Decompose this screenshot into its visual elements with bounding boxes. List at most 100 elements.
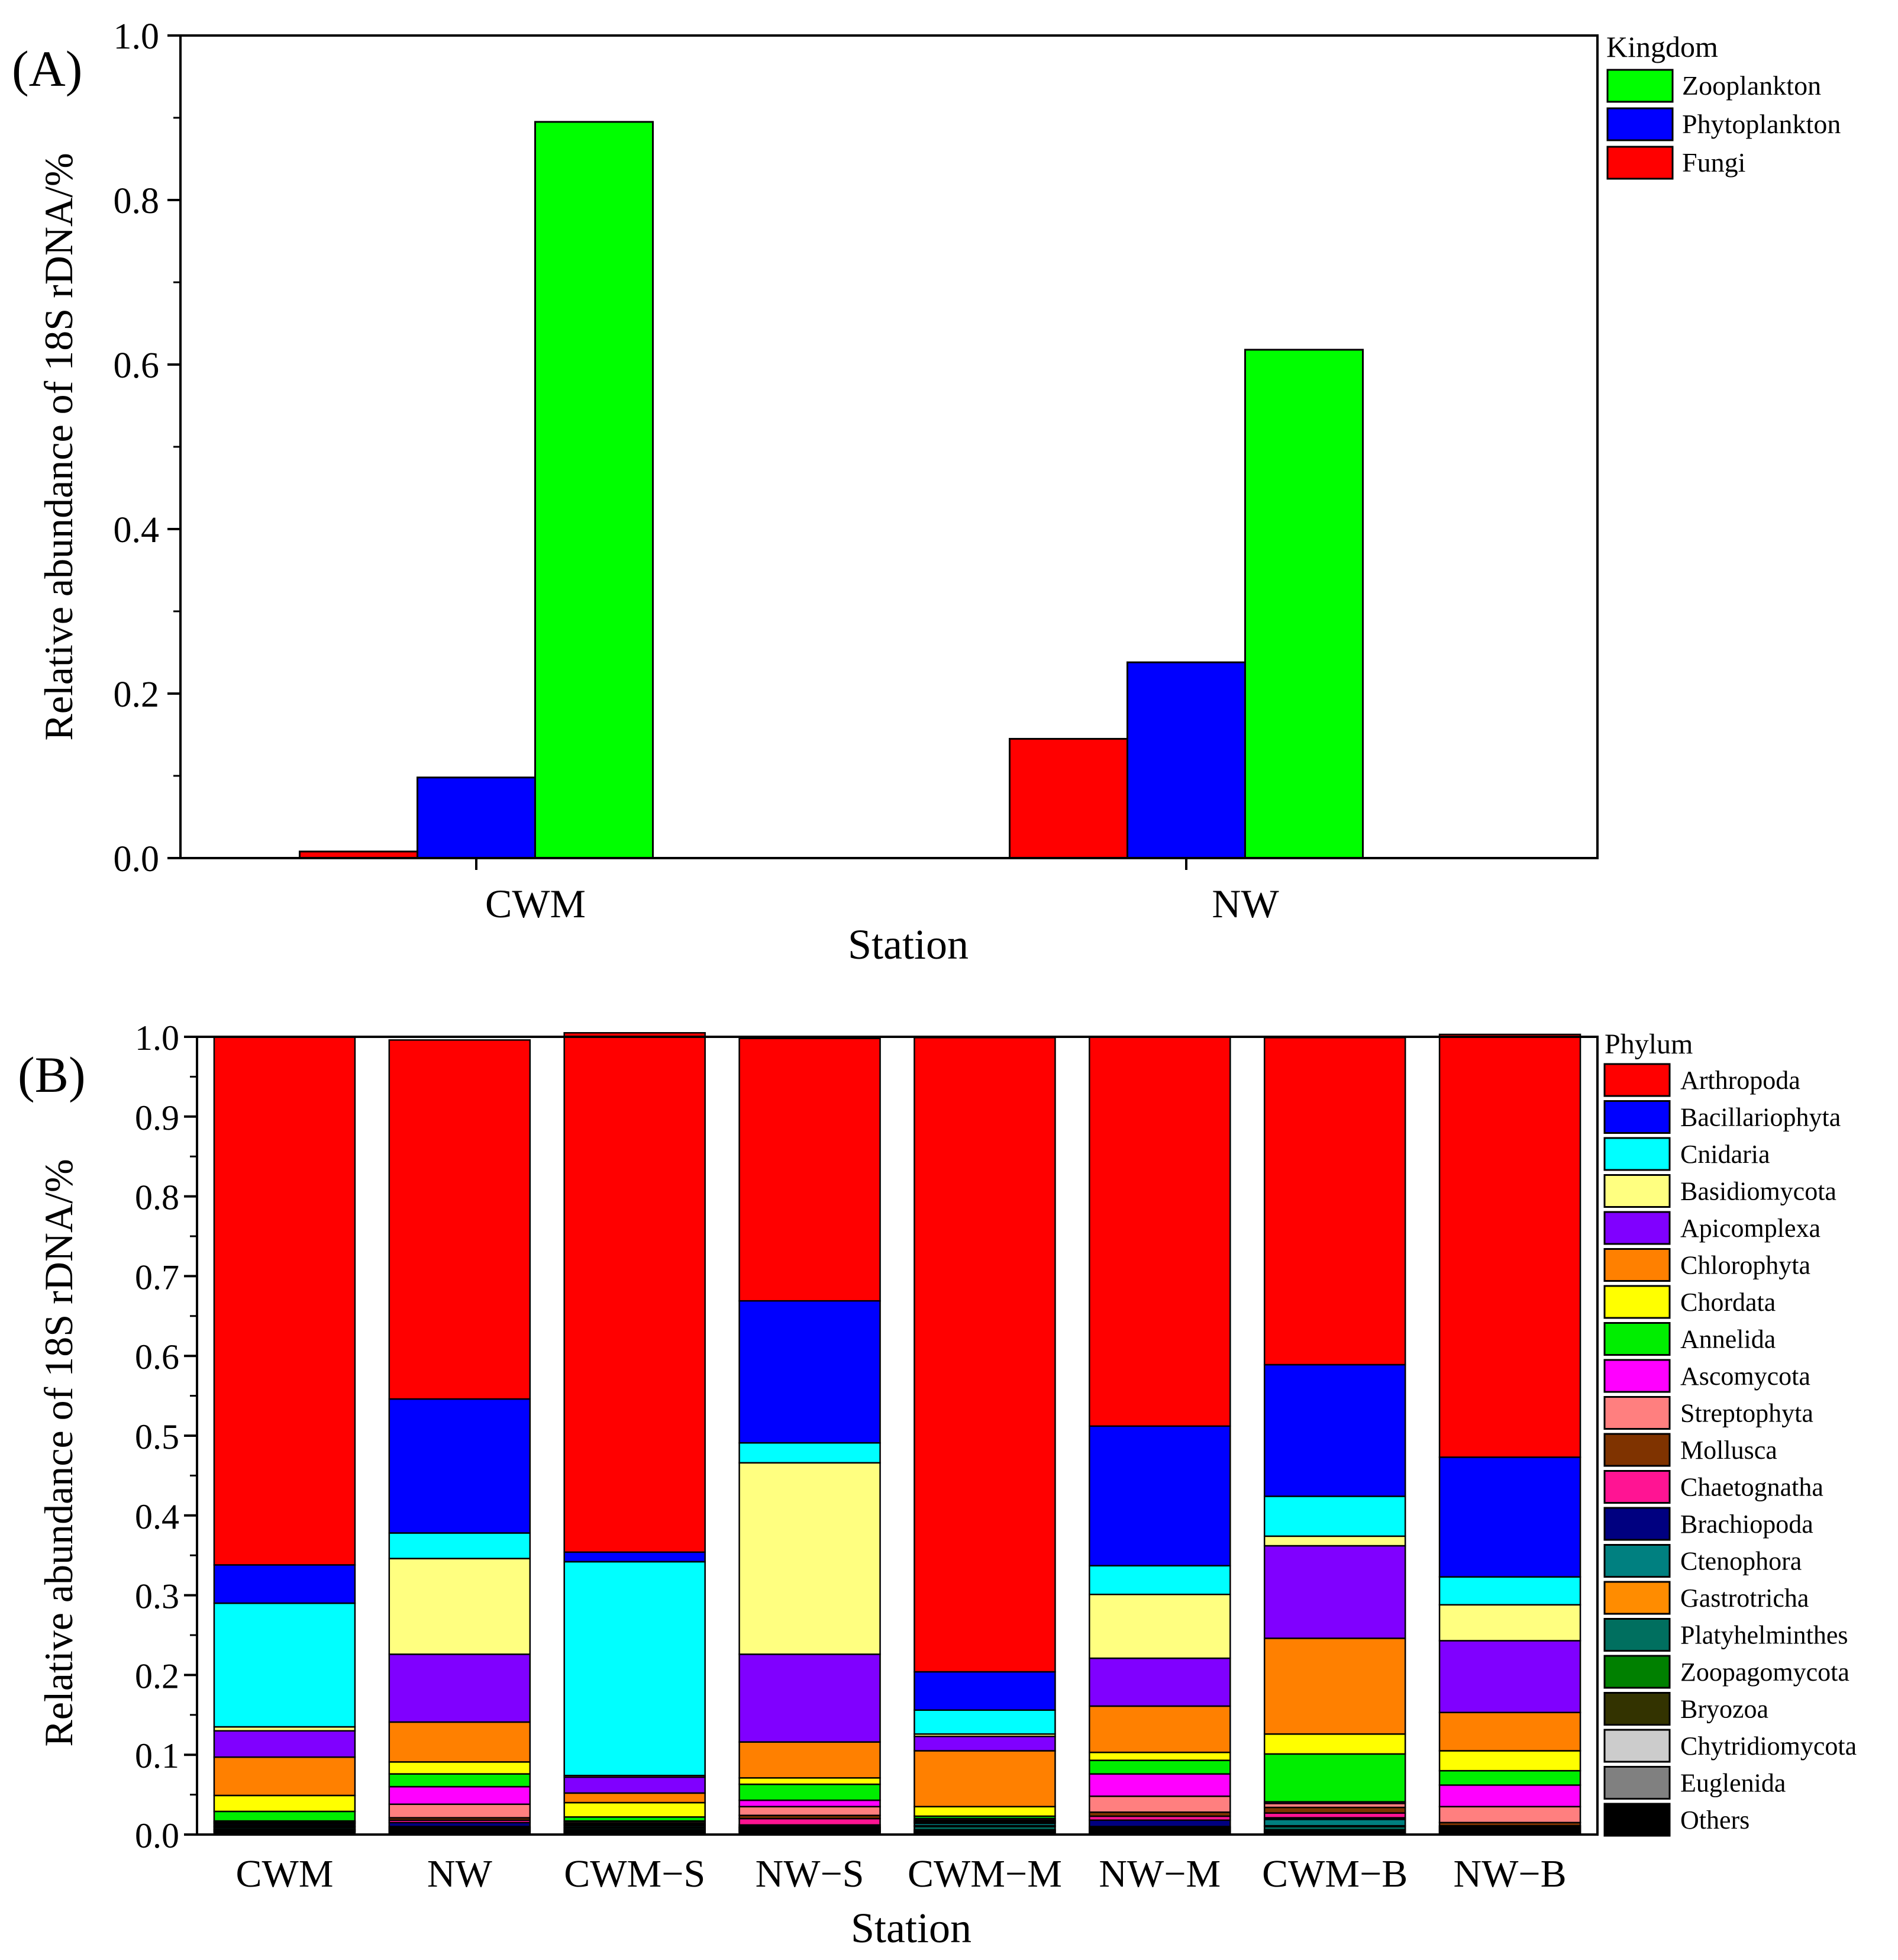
bar-segment-cwm-m-chordata — [914, 1806, 1056, 1817]
legend-swatch-chaetognatha — [1603, 1470, 1671, 1504]
bar-segment-nw-b-apicomplexa — [1438, 1640, 1581, 1714]
legend-swatch-fungi — [1606, 146, 1674, 180]
legend-label-others: Others — [1680, 1806, 1749, 1835]
bar-segment-nw-streptophyta — [388, 1803, 531, 1819]
bar-segment-cwm-b-ctenophora — [1263, 1819, 1406, 1827]
bar-segment-cwm-m-chlorophyta — [914, 1750, 1056, 1808]
bar-segment-nw-cnidaria — [388, 1532, 531, 1559]
bar-segment-nw-s-chordata — [738, 1777, 881, 1785]
x-tick-label: NW — [1212, 881, 1279, 926]
bar-segment-cwm-b-apicomplexa — [1263, 1545, 1406, 1639]
bar-segment-cwm-s-apicomplexa — [563, 1776, 706, 1794]
bar-segment-nw-m-bacillariophyta — [1089, 1425, 1231, 1566]
bar-segment-nw-m-ascomycota — [1089, 1773, 1231, 1797]
panel-a-legend-title: Kingdom — [1606, 30, 1718, 63]
y-tick-label: 0.2 — [114, 675, 160, 715]
x-tick-label: CWM−S — [564, 1852, 705, 1895]
legend-label-arthropoda: Arthropoda — [1680, 1066, 1800, 1095]
bar-segment-cwm-s-arthropoda — [563, 1032, 706, 1553]
legend-label-chaetognatha: Chaetognatha — [1680, 1473, 1823, 1502]
bar-nw-fungi — [1009, 737, 1128, 859]
x-tick-label: CWM — [235, 1852, 333, 1895]
legend-swatch-phytoplankton — [1606, 107, 1674, 141]
legend-label-fungi: Fungi — [1682, 147, 1745, 178]
panel-a-y-axis: 0.0 0.2 0.4 0.6 0.8 1.0 — [114, 17, 180, 879]
panel-a-bars — [299, 121, 1364, 859]
bar-segment-nw-m-arthropoda — [1089, 1036, 1231, 1427]
bar-segment-nw-s-cnidaria — [738, 1442, 881, 1464]
bar-segment-nw-s-ascomycota — [738, 1799, 881, 1808]
legend-swatch-cnidaria — [1603, 1137, 1671, 1171]
legend-label-bryozoa: Bryozoa — [1680, 1695, 1768, 1724]
bar-segment-nw-annelida — [388, 1773, 531, 1788]
bar-segment-nw-bacillariophyta — [388, 1398, 531, 1534]
bar-segment-nw-b-chordata — [1438, 1750, 1581, 1772]
legend-label-brachiopoda: Brachiopoda — [1680, 1510, 1813, 1539]
x-tick-label: NW−B — [1453, 1852, 1566, 1895]
legend-label-platyhelminthes: Platyhelminthes — [1680, 1621, 1848, 1650]
bar-cwm-phytoplankton — [417, 776, 536, 859]
x-tick-label: CWM−B — [1262, 1852, 1408, 1895]
legend-label-apicomplexa: Apicomplexa — [1680, 1214, 1820, 1243]
legend-swatch-bryozoa — [1603, 1692, 1671, 1726]
bar-segment-nw-m-annelida — [1089, 1759, 1231, 1775]
legend-swatch-apicomplexa — [1603, 1211, 1671, 1245]
bar-segment-nw-b-streptophyta — [1438, 1806, 1581, 1824]
bar-segment-cwm-m-apicomplexa — [914, 1735, 1056, 1752]
x-tick-label: NW — [427, 1852, 493, 1895]
y-tick-label: 0.4 — [135, 1497, 179, 1536]
bar-nw-phytoplankton — [1126, 661, 1246, 859]
bar-segment-nw-s-chlorophyta — [738, 1741, 881, 1779]
bar-segment-cwm-s-chlorophyta — [563, 1792, 706, 1804]
panel-b-x-axis: CWM NW CWM−S NW−S CWM−M NW−M CWM−B NW−B — [235, 1852, 1566, 1895]
y-tick-label: 0.8 — [135, 1178, 179, 1217]
bar-segment-cwm-b-basidiomycota — [1263, 1535, 1406, 1547]
y-tick-label: 0.6 — [114, 346, 160, 386]
panel-b-y-axis: 0.0 0.1 0.2 0.3 0.4 0.5 0.6 0.7 0.8 0.9 1.0 — [135, 1018, 197, 1855]
y-tick-label: 0.5 — [135, 1417, 179, 1456]
legend-label-euglenida: Euglenida — [1680, 1769, 1786, 1798]
bar-segment-cwm-b-annelida — [1263, 1753, 1406, 1803]
legend-swatch-bacillariophyta — [1603, 1100, 1671, 1134]
panel-a-x-axis-title: Station — [848, 921, 969, 968]
bar-segment-cwm-b-chlorophyta — [1263, 1637, 1406, 1735]
y-tick-label: 0.0 — [114, 839, 160, 879]
bar-segment-cwm-s-cnidaria — [563, 1561, 706, 1777]
panel-a-x-axis: CWM NW — [475, 858, 1279, 926]
bar-segment-nw-m-apicomplexa — [1089, 1657, 1231, 1707]
bar-segment-cwm-s-bacillariophyta — [563, 1551, 706, 1563]
legend-swatch-euglenida — [1603, 1766, 1671, 1800]
bar-segment-cwm-m-bacillariophyta — [914, 1671, 1056, 1711]
bar-segment-cwm-annelida — [213, 1810, 356, 1822]
legend-swatch-platyhelminthes — [1603, 1618, 1671, 1652]
legend-swatch-ctenophora — [1603, 1544, 1671, 1578]
bar-segment-nw-m-basidiomycota — [1089, 1594, 1231, 1659]
bar-segment-cwm-chordata — [213, 1794, 356, 1813]
legend-label-mollusca: Mollusca — [1680, 1436, 1777, 1465]
bar-segment-nw-b-ascomycota — [1438, 1784, 1581, 1808]
bar-segment-cwm-b-mollusca — [1263, 1806, 1406, 1814]
bar-segment-nw-b-bacillariophyta — [1438, 1456, 1581, 1578]
legend-label-chlorophyta: Chlorophyta — [1680, 1251, 1810, 1280]
bar-segment-cwm-apicomplexa — [213, 1730, 356, 1758]
bar-segment-cwm-bacillariophyta — [213, 1564, 356, 1604]
legend-swatch-zooplankton — [1606, 69, 1674, 103]
legend-swatch-mollusca — [1603, 1433, 1671, 1467]
bar-segment-nw-s-apicomplexa — [738, 1653, 881, 1743]
legend-swatch-chytridiomycota — [1603, 1729, 1671, 1763]
legend-swatch-gastrotricha — [1603, 1581, 1671, 1615]
y-tick-label: 0.2 — [135, 1656, 179, 1695]
bar-segment-nw-s-streptophyta — [738, 1806, 881, 1816]
legend-label-annelida: Annelida — [1680, 1325, 1776, 1354]
bar-segment-nw-apicomplexa — [388, 1653, 531, 1723]
legend-swatch-ascomycota — [1603, 1359, 1671, 1393]
y-tick-label: 0.9 — [135, 1098, 179, 1137]
bar-segment-nw-m-brachiopoda — [1089, 1819, 1231, 1827]
panel-b: (B) 0.0 0.1 0.2 0.3 0.4 0.5 0.6 0.7 0.8 0.9 1.0 CW… — [18, 1018, 1857, 1952]
bar-segment-nw-b-cnidaria — [1438, 1576, 1581, 1606]
bar-segment-nw-chlorophyta — [388, 1721, 531, 1763]
legend-swatch-basidiomycota — [1603, 1174, 1671, 1208]
y-tick-label: 0.3 — [135, 1577, 179, 1616]
bar-segment-nw-basidiomycota — [388, 1558, 531, 1655]
